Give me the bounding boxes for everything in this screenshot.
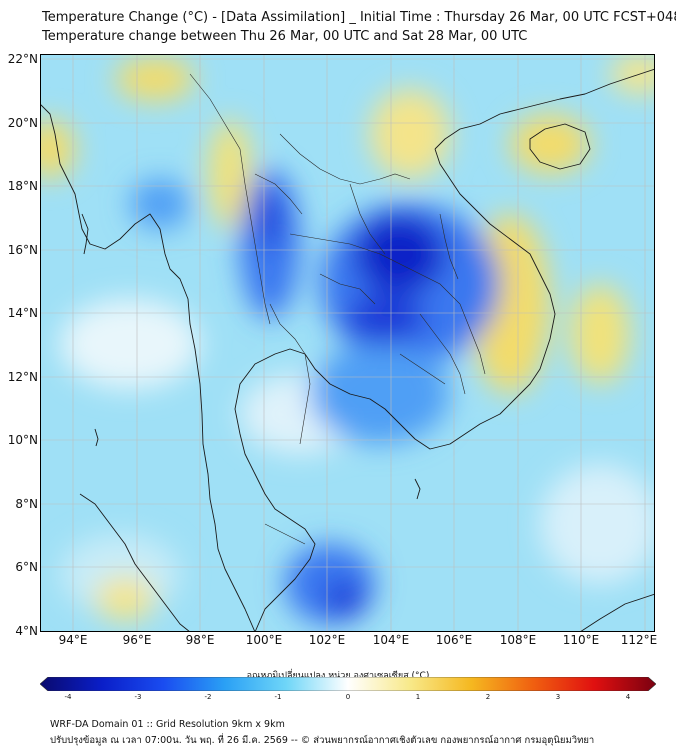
lon-label-106e: 106°E bbox=[435, 633, 473, 647]
lon-label-96e: 96°E bbox=[122, 633, 152, 647]
map-title: Temperature Change (°C) - [Data Assimila… bbox=[42, 10, 676, 25]
lat-label-12n: 12°N bbox=[7, 370, 38, 384]
footer-domain-info: WRF-DA Domain 01 :: Grid Resolution 9km … bbox=[50, 719, 285, 730]
colorbar-tick: 1 bbox=[415, 693, 421, 701]
lat-label-4n: 4°N bbox=[15, 624, 38, 638]
lat-label-16n: 16°N bbox=[7, 243, 38, 257]
colorbar-tick: -1 bbox=[274, 693, 282, 701]
lon-label-98e: 98°E bbox=[185, 633, 215, 647]
coastlines bbox=[40, 68, 655, 632]
temperature-change-map bbox=[40, 54, 655, 632]
map-subtitle: Temperature change between Thu 26 Mar, 0… bbox=[42, 29, 528, 44]
lat-label-8n: 8°N bbox=[15, 497, 38, 511]
temperature-field bbox=[40, 54, 655, 624]
colorbar-tick: 3 bbox=[555, 693, 561, 701]
colorbar-tick: -2 bbox=[204, 693, 212, 701]
colorbar-tick: 2 bbox=[485, 693, 491, 701]
lon-label-104e: 104°E bbox=[372, 633, 410, 647]
lon-label-110e: 110°E bbox=[562, 633, 600, 647]
lon-label-100e: 100°E bbox=[245, 633, 283, 647]
lon-label-94e: 94°E bbox=[58, 633, 88, 647]
lat-label-6n: 6°N bbox=[15, 560, 38, 574]
colorbar-tick: 4 bbox=[625, 693, 631, 701]
lat-label-14n: 14°N bbox=[7, 306, 38, 320]
colorbar-tick: -4 bbox=[64, 693, 72, 701]
footer-credit: ปรับปรุงข้อมูล ณ เวลา 07:00น. วัน พฤ. ที… bbox=[50, 735, 595, 746]
lon-label-112e: 112°E bbox=[620, 633, 658, 647]
colorbar-tick: -3 bbox=[134, 693, 142, 701]
lon-label-108e: 108°E bbox=[499, 633, 537, 647]
colorbar-tick: 0 bbox=[345, 693, 351, 701]
lon-label-102e: 102°E bbox=[308, 633, 346, 647]
country-borders bbox=[189, 73, 486, 545]
colorbar bbox=[40, 677, 656, 691]
lat-label-18n: 18°N bbox=[7, 179, 38, 193]
graticule bbox=[40, 54, 655, 632]
lat-label-10n: 10°N bbox=[7, 433, 38, 447]
lat-label-22n: 22°N bbox=[7, 52, 38, 66]
lat-label-20n: 20°N bbox=[7, 116, 38, 130]
colorbar-title: อุณหภูมิเปลี่ยนแปลง หน่วย องศาเซลเซียส (… bbox=[246, 671, 430, 681]
